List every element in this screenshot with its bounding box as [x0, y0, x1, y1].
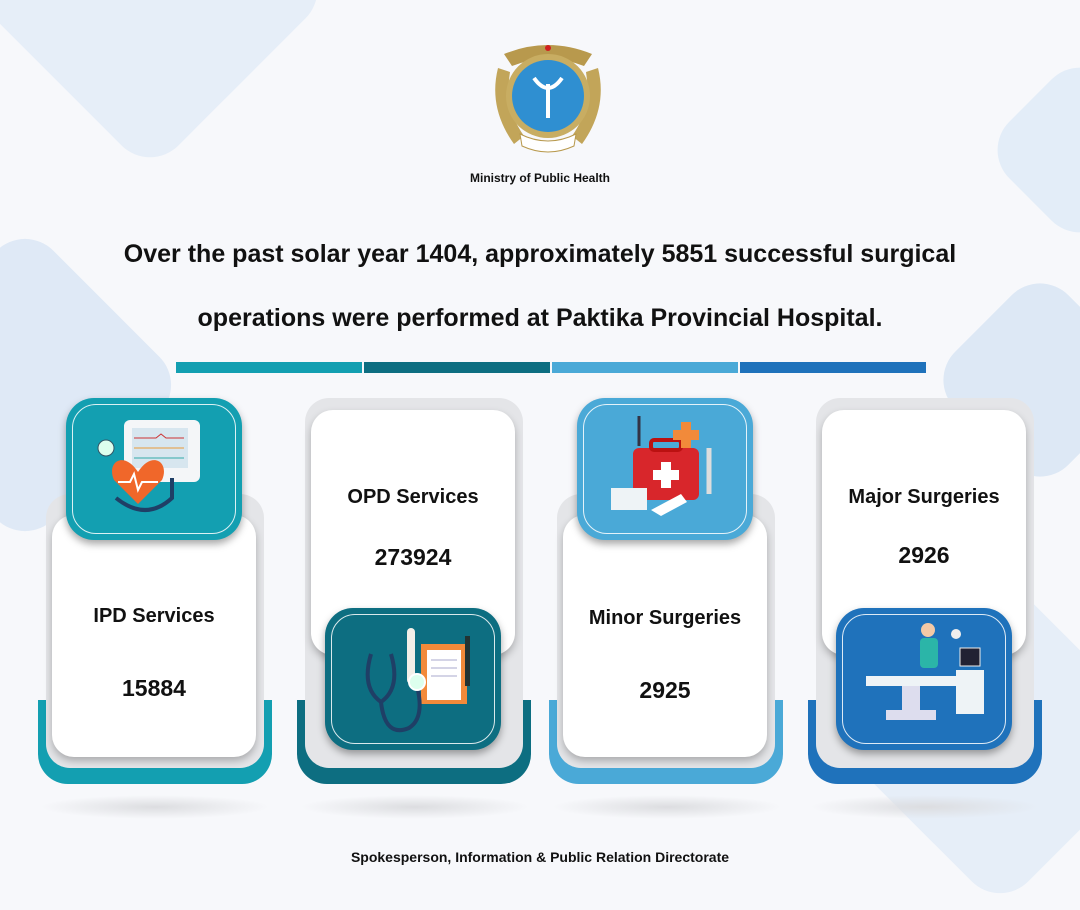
- footer-credit: Spokesperson, Information & Public Relat…: [350, 849, 730, 865]
- ministry-name: Ministry of Public Health: [469, 171, 610, 185]
- card-value: 2925: [639, 677, 691, 703]
- card-ipd-services: IPD Services 15884: [38, 398, 272, 788]
- operating-room-icon: [836, 608, 1012, 750]
- divider-segment-light-blue: [552, 362, 738, 373]
- card-shadow: [40, 795, 270, 819]
- card-opd-services: OPD Services 273924: [297, 398, 531, 788]
- card-major-surgeries: Major Surgeries 2926: [808, 398, 1042, 788]
- background-shape: [981, 51, 1080, 249]
- stethoscope-clipboard-icon: [325, 608, 501, 750]
- card-shadow: [552, 795, 782, 819]
- card-label: Major Surgeries: [848, 486, 1000, 508]
- card-value: 273924: [374, 544, 452, 570]
- card-label: IPD Services: [93, 605, 215, 627]
- divider-segment-dark-teal: [364, 362, 550, 373]
- divider-segment-blue: [740, 362, 926, 373]
- card-body: Minor Surgeries 2925: [563, 515, 767, 757]
- headline-line-2: operations were performed at Paktika Pro…: [197, 304, 883, 332]
- headline: Over the past solar year 1404, approxima…: [90, 222, 990, 350]
- card-minor-surgeries: Minor Surgeries 2925: [549, 398, 783, 788]
- card-value: 15884: [122, 675, 186, 701]
- card-body: IPD Services 15884: [52, 515, 256, 757]
- card-shadow: [810, 795, 1040, 819]
- card-label: Minor Surgeries: [588, 607, 742, 629]
- divider-segment-teal: [176, 362, 362, 373]
- background-shape: [0, 0, 334, 174]
- card-shadow: [300, 795, 530, 819]
- headline-line-1: Over the past solar year 1404, approxima…: [123, 240, 957, 268]
- ministry-logo: [495, 45, 601, 153]
- card-label: OPD Services: [347, 486, 479, 508]
- heart-monitor-icon: [66, 398, 242, 540]
- card-value: 2926: [898, 542, 950, 568]
- first-aid-kit-icon: [577, 398, 753, 540]
